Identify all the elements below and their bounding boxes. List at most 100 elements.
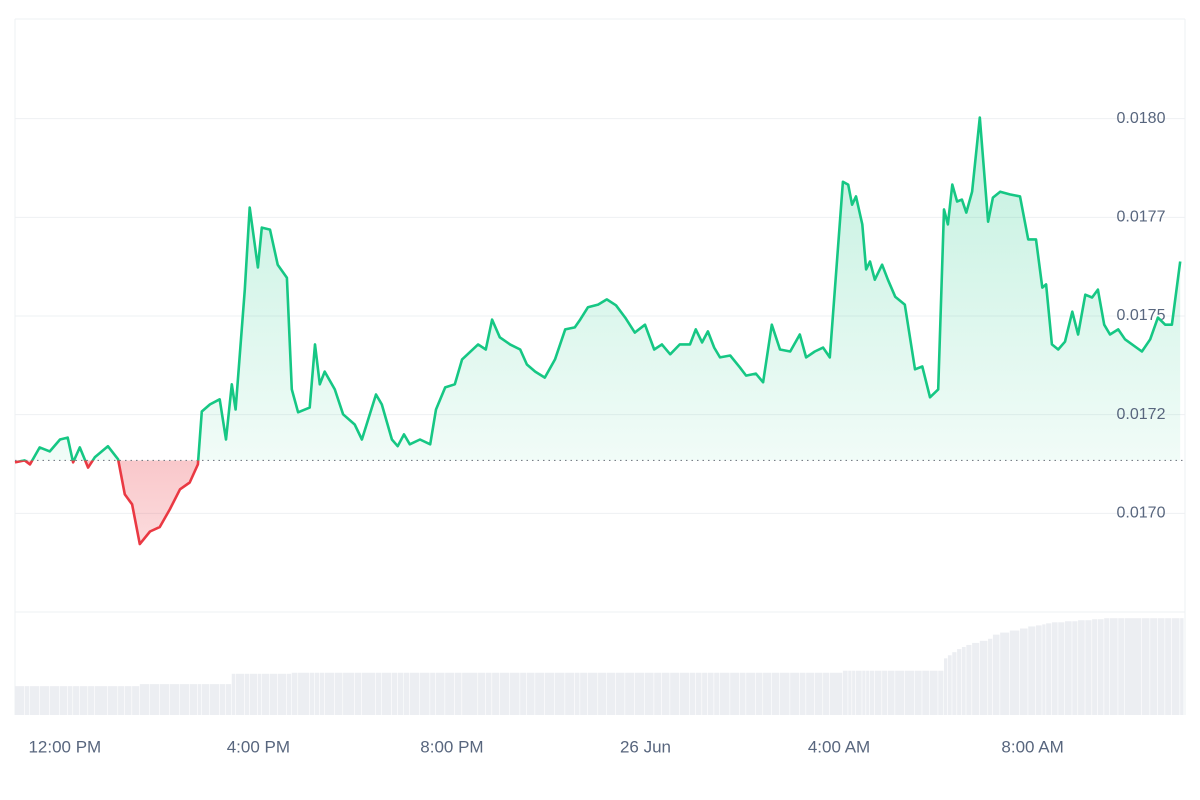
- volume-bar: [988, 638, 993, 715]
- volume-bar: [1020, 628, 1028, 715]
- volume-bar: [972, 642, 980, 715]
- volume-bar: [874, 670, 882, 715]
- volume-bar: [1009, 630, 1020, 715]
- volume-bar: [478, 672, 486, 715]
- volume-bar: [381, 672, 392, 715]
- volume-bar: [1118, 618, 1125, 715]
- volume-bar: [298, 672, 310, 715]
- volume-bar: [435, 672, 445, 715]
- volume-bar: [492, 672, 500, 715]
- volume-bar: [397, 672, 404, 715]
- volume-bar: [829, 672, 843, 715]
- volume-bar: [855, 670, 862, 715]
- volume-bar: [598, 672, 607, 715]
- y-tick-label: 0.0175: [1117, 307, 1166, 324]
- volume-bar: [938, 670, 944, 715]
- volume-bar: [361, 672, 376, 715]
- volume-bar: [848, 670, 852, 715]
- volume-bar: [707, 672, 714, 715]
- volume-bar: [780, 672, 790, 715]
- volume-bar: [324, 672, 335, 715]
- volume-bar: [67, 686, 73, 715]
- volume-bar: [606, 672, 616, 715]
- volume-bar: [739, 672, 746, 715]
- volume-bar: [654, 672, 662, 715]
- volume-bar: [730, 672, 740, 715]
- volume-bar: [679, 672, 690, 715]
- volume-bar: [966, 644, 972, 715]
- volume-bar: [580, 672, 588, 715]
- volume-bar: [404, 672, 410, 715]
- volume-bar: [197, 684, 202, 715]
- volume-bar: [445, 672, 455, 715]
- x-tick-label: 26 Jun: [620, 737, 671, 756]
- volume-bar: [60, 686, 68, 715]
- volume-bar: [189, 684, 198, 715]
- volume-bar: [354, 672, 362, 715]
- volume-bar: [555, 672, 565, 715]
- volume-bar: [1125, 618, 1142, 715]
- volume-bar: [1028, 626, 1036, 715]
- volume-bar: [24, 686, 30, 715]
- volume-bar: [1046, 623, 1052, 715]
- volume-bar: [180, 684, 190, 715]
- volume-bar: [231, 673, 236, 715]
- volume-bar: [714, 672, 720, 715]
- volume-bar: [249, 673, 258, 715]
- volume-bar: [499, 672, 510, 715]
- volume-bar: [587, 672, 598, 715]
- volume-bar: [49, 686, 60, 715]
- volume-bar: [30, 686, 40, 715]
- volume-bar: [219, 684, 226, 715]
- volume-bar: [882, 670, 888, 715]
- volume-bar: [409, 672, 420, 715]
- volume-bar: [842, 670, 848, 715]
- volume-bar: [1097, 619, 1104, 715]
- volume-bar: [79, 686, 88, 715]
- volume-bar: [1051, 622, 1058, 715]
- volume-bar: [159, 684, 170, 715]
- volume-bar: [790, 672, 800, 715]
- volume-bar: [88, 686, 95, 715]
- volume-bar: [535, 672, 545, 715]
- volume-bar: [755, 672, 763, 715]
- y-tick-label: 0.0177: [1117, 209, 1166, 226]
- volume-bar: [799, 672, 806, 715]
- volume-bar: [235, 673, 245, 715]
- volume-bar: [286, 673, 292, 715]
- volume-bar: [702, 672, 708, 715]
- volume-bar: [150, 684, 160, 715]
- volume-bar: [763, 672, 772, 715]
- volume-bar: [510, 672, 520, 715]
- volume-bar: [1065, 621, 1072, 715]
- volume-bar: [39, 686, 50, 715]
- volume-bar: [866, 670, 870, 715]
- volume-bar: [634, 672, 645, 715]
- volume-bar: [315, 672, 320, 715]
- y-tick-label: 0.0170: [1117, 505, 1166, 522]
- volume-bar: [277, 673, 287, 715]
- volume-bar: [169, 684, 180, 715]
- volume-bar: [94, 686, 108, 715]
- volume-bar: [1072, 621, 1078, 715]
- volume-bar: [73, 686, 80, 715]
- volume-bar: [1157, 618, 1165, 715]
- y-tick-label: 0.0180: [1117, 110, 1166, 127]
- volume-bar: [625, 672, 635, 715]
- volume-bar: [746, 672, 756, 715]
- volume-bar: [15, 686, 25, 715]
- volume-bar: [107, 686, 118, 715]
- volume-bar: [565, 672, 575, 715]
- volume-bar: [615, 672, 625, 715]
- volume-bar: [645, 672, 654, 715]
- volume-bar: [1104, 618, 1110, 715]
- volume-bar: [814, 672, 823, 715]
- volume-bar: [1180, 618, 1184, 715]
- volume-bar: [862, 670, 866, 715]
- volume-bar: [124, 686, 132, 715]
- volume-bar: [1165, 618, 1172, 715]
- volume-bar: [485, 672, 492, 715]
- y-tick-label: 0.0172: [1117, 406, 1166, 423]
- volume-bar: [319, 672, 325, 715]
